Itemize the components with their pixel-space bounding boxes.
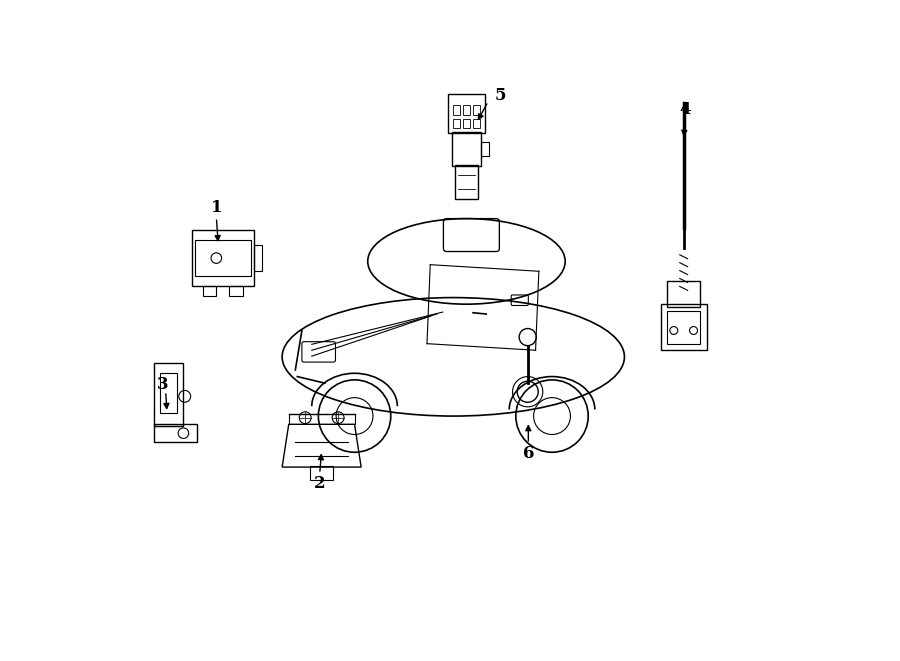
Text: 4: 4 (680, 102, 690, 118)
Text: 1: 1 (211, 199, 222, 216)
Text: 5: 5 (494, 87, 506, 104)
Text: 6: 6 (523, 445, 534, 462)
Text: 3: 3 (157, 376, 168, 393)
Text: 2: 2 (314, 475, 326, 492)
